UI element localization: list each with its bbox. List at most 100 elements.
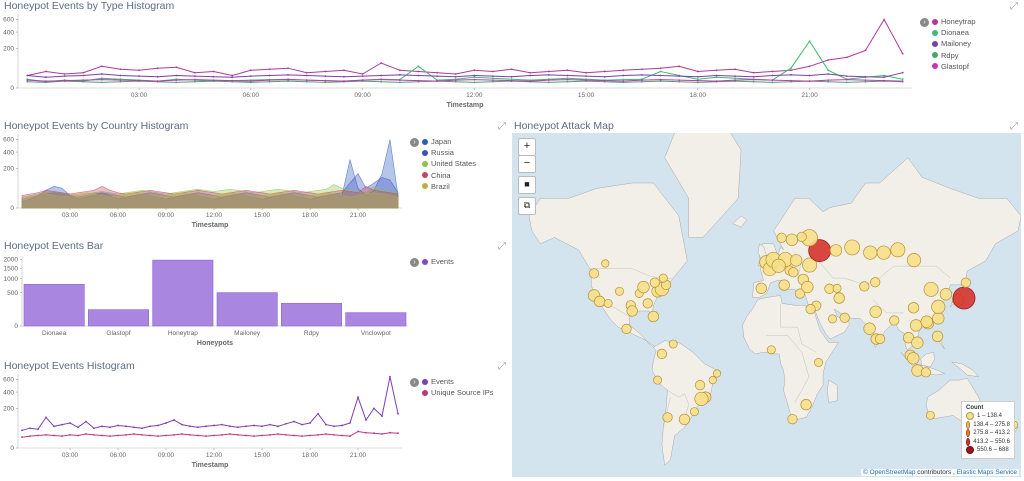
x-tick-label: Glastopf [106,330,130,337]
legend-item[interactable]: Glastopf [932,61,976,72]
map-legend-label: 550.6 – 688 [977,447,1009,454]
legend-item[interactable]: Honeytrap [932,16,976,27]
y-tick-label: 600 [3,377,14,384]
data-point [492,75,494,78]
legend-item[interactable]: United States [422,158,476,169]
fit-bounds-button[interactable]: ⧉ [518,197,536,215]
data-point [845,56,848,59]
data-point [417,79,420,82]
data-point [771,74,774,77]
data-point [696,78,699,81]
data-point [61,435,63,438]
data-point [357,396,359,399]
map-marker [859,281,870,292]
data-point [175,79,178,81]
data-point [156,80,159,83]
legend-item[interactable]: Japan [422,136,476,147]
data-point [381,433,383,435]
legend-item[interactable]: Mailoney [932,38,976,49]
data-point [269,433,271,436]
expand-icon[interactable]: ⤢ [1010,121,1018,132]
data-point [790,73,792,76]
legend-toggle-icon[interactable]: › [410,138,419,147]
data-point [268,74,271,77]
data-point [715,80,718,83]
legend-item[interactable]: Dionaea [932,27,976,38]
data-point [77,426,79,429]
data-point [349,435,351,438]
bar-mailoney [216,292,278,327]
data-point [417,74,420,77]
map-marker [621,323,632,334]
series-line-rdpy [27,80,903,83]
data-point [492,77,494,80]
legend-item[interactable]: Unique Source IPs [422,387,494,398]
data-point [324,81,327,84]
series-line-glastopf [27,79,903,82]
data-point [883,76,885,79]
data-point [864,79,867,81]
legend-toggle-icon[interactable]: › [410,258,419,267]
legend-toggle-icon[interactable]: › [920,18,929,27]
series-area-brazil [21,192,399,209]
series-area-japan [21,139,399,209]
x-axis-title: Timestamp [192,462,229,469]
legend-item[interactable]: China [422,170,476,181]
data-point [417,70,420,73]
y-tick-label: 0 [10,205,14,212]
legend-item[interactable]: Russia [422,147,476,158]
map-marker [694,391,709,406]
data-point [808,40,811,43]
expand-icon[interactable]: ⤢ [1010,1,1018,12]
x-tick-label: Vnclowpot [361,330,391,337]
data-point [21,429,23,432]
x-axis-title: Honeypots [197,340,233,347]
osm-link[interactable]: © OpenStreetMap [863,469,916,476]
legend-item[interactable]: Brazil [422,181,476,192]
legend-label: Rdpy [941,50,959,60]
data-point [398,73,401,76]
expand-icon[interactable]: ⤢ [498,361,506,372]
data-point [325,423,327,426]
x-tick-label: 18:00 [302,452,319,459]
events-bar-panel: Honeypot Events Bar ⤢ 2000 1500 1000 500 0 Di… [0,240,510,358]
expand-icon[interactable]: ⤢ [498,241,506,252]
data-point [249,80,252,83]
zoom-in-button[interactable]: + [518,138,536,156]
series-line-honeytrap [27,18,904,77]
legend-toggle-icon[interactable]: › [410,378,419,387]
type-histogram-chart: 600 400 200 0 03:00 06:00 09:00 12:00 15:00 18:00… [3,14,912,109]
data-point [659,70,662,73]
data-point [715,74,718,77]
data-point [45,76,47,79]
data-point [165,422,167,424]
map-marker [614,286,624,296]
legend-item[interactable]: Events [422,256,454,267]
attack-map[interactable]: + − ■ ⧉ Count 1 – 138.4 138.4 – 275.8 275.… [512,133,1021,477]
map-marker [771,258,786,273]
data-point [752,80,755,83]
data-point [138,69,140,72]
data-point [659,80,662,83]
legend-item[interactable]: Rdpy [932,50,976,61]
data-point [373,407,375,410]
data-point [181,433,183,435]
map-legend-label: 138.4 – 275.8 [973,421,1010,428]
data-point [357,430,359,433]
legend-label: Glastopf [941,61,969,71]
data-point [277,425,279,428]
ems-link[interactable]: Elastic Maps Service [956,469,1017,476]
world-map[interactable] [512,133,1021,477]
map-marker [788,267,799,278]
data-point [141,433,143,436]
map-marker [712,369,722,378]
bar-vnclowpot [345,312,407,327]
legend-item[interactable]: Events [422,376,494,387]
map-marker [814,358,823,367]
expand-icon[interactable]: ⤢ [498,121,506,132]
zoom-out-button[interactable]: − [518,155,536,173]
type-legend: Honeytrap Dionaea Mailoney Rdpy Glastopf [932,16,976,72]
draw-rectangle-button[interactable]: ■ [518,176,536,194]
data-point [285,422,287,425]
data-point [37,428,39,431]
